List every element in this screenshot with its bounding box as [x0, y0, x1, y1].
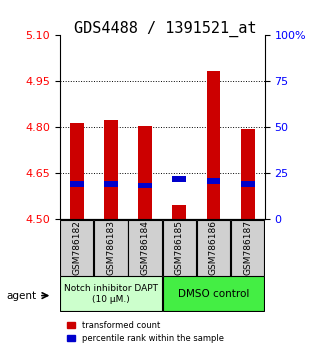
- Text: GSM786186: GSM786186: [209, 220, 218, 275]
- Text: DMSO control: DMSO control: [178, 289, 249, 299]
- FancyBboxPatch shape: [163, 276, 264, 311]
- Text: GSM786187: GSM786187: [243, 220, 252, 275]
- FancyBboxPatch shape: [60, 276, 162, 311]
- Bar: [207, 178, 220, 184]
- Bar: [207, 71, 220, 219]
- FancyBboxPatch shape: [231, 220, 264, 275]
- Text: agent: agent: [7, 291, 37, 301]
- Bar: [104, 182, 118, 187]
- Bar: [241, 129, 255, 219]
- FancyBboxPatch shape: [128, 220, 162, 275]
- Bar: [138, 183, 152, 188]
- FancyBboxPatch shape: [163, 220, 196, 275]
- FancyBboxPatch shape: [60, 220, 93, 275]
- FancyBboxPatch shape: [197, 220, 230, 275]
- Bar: [241, 182, 255, 187]
- Text: GSM786182: GSM786182: [72, 220, 81, 275]
- Bar: [70, 123, 83, 219]
- Legend: transformed count, percentile rank within the sample: transformed count, percentile rank withi…: [64, 318, 227, 346]
- Text: GSM786183: GSM786183: [106, 220, 116, 275]
- Text: GDS4488 / 1391521_at: GDS4488 / 1391521_at: [74, 21, 257, 38]
- Bar: [70, 182, 83, 187]
- Text: Notch inhibitor DAPT
(10 μM.): Notch inhibitor DAPT (10 μM.): [64, 284, 158, 303]
- Text: GSM786185: GSM786185: [175, 220, 184, 275]
- Bar: [104, 120, 118, 219]
- FancyBboxPatch shape: [94, 220, 128, 275]
- Bar: [138, 126, 152, 219]
- Bar: [172, 176, 186, 182]
- Text: GSM786184: GSM786184: [141, 220, 150, 275]
- Bar: [172, 205, 186, 219]
